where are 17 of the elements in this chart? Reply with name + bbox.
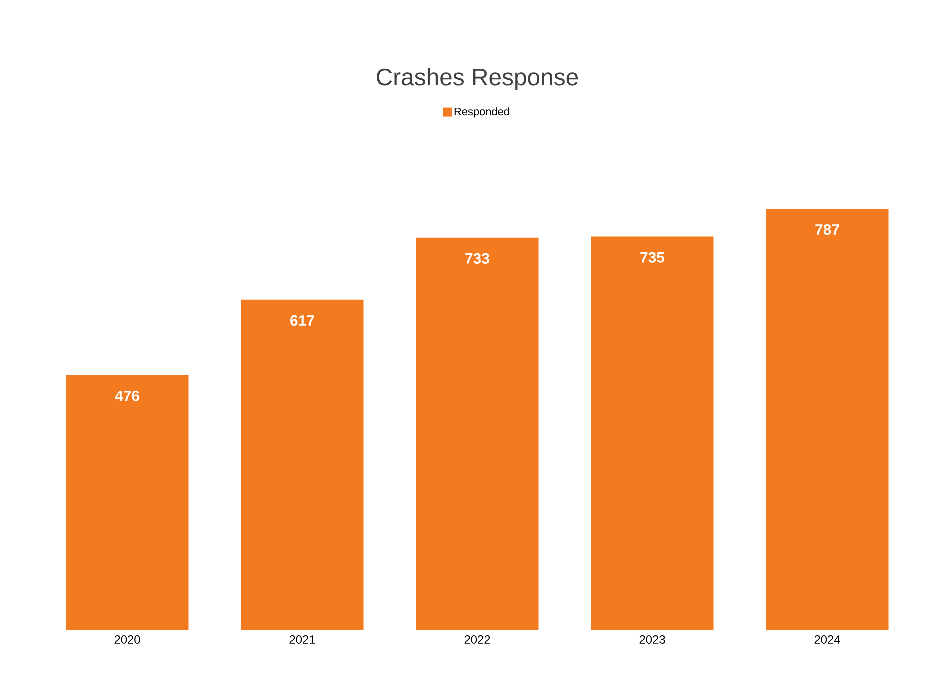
bar [766,208,889,630]
data-label: 733 [466,253,490,264]
x-tick-label: 2022 [464,636,490,644]
data-label: 476 [115,390,140,402]
data-label: 787 [816,224,840,236]
x-tick-label: 2021 [290,636,316,644]
chart-title: Crashes Response [377,68,578,90]
bar [66,375,189,630]
data-label: 617 [290,315,314,326]
bar [591,236,714,630]
x-tick-label: 2023 [640,636,666,644]
bar [241,300,364,630]
bar [416,238,539,630]
x-tick-label: 2024 [814,636,840,644]
x-tick-label: 2020 [114,636,140,644]
data-label: 735 [640,252,665,263]
legend-label: Responded [454,108,510,118]
